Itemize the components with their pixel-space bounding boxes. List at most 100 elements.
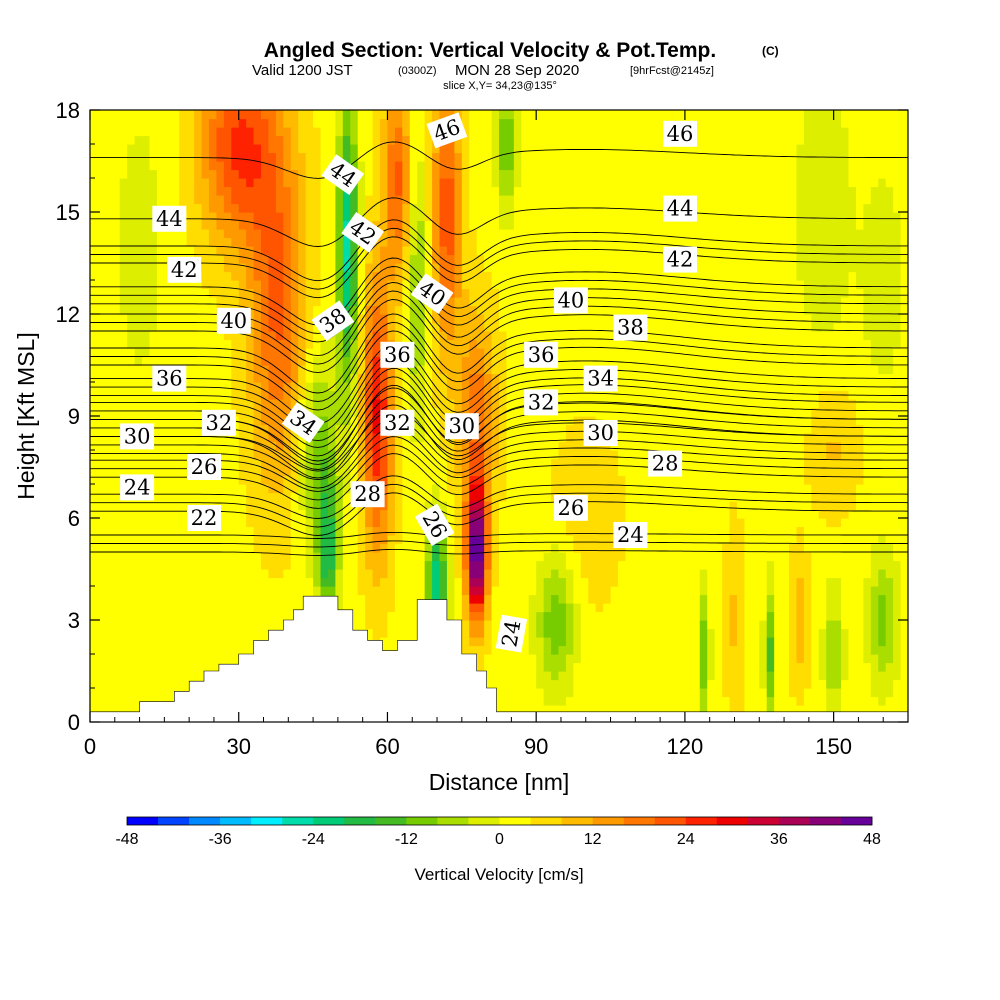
velocity-cell [327,433,336,443]
velocity-cell [186,637,195,647]
velocity-cell [216,637,225,647]
velocity-cell [870,637,879,647]
velocity-cell [632,441,641,451]
velocity-cell [97,637,106,647]
velocity-cell [885,654,894,664]
velocity-cell [513,458,522,468]
velocity-cell [729,679,738,689]
velocity-cell [119,331,128,341]
velocity-cell [350,518,359,528]
velocity-cell [677,399,686,409]
velocity-cell [722,475,731,485]
velocity-cell [826,628,835,638]
velocity-cell [164,509,173,519]
velocity-cell [662,603,671,613]
velocity-cell [194,407,203,417]
velocity-cell [543,475,552,485]
velocity-cell [216,441,225,451]
velocity-cell [610,705,619,715]
velocity-cell [759,552,768,562]
velocity-cell [194,645,203,655]
velocity-cell [246,390,255,400]
velocity-cell [521,645,530,655]
velocity-cell [446,475,455,485]
velocity-cell [885,356,894,366]
velocity-cell [818,501,827,511]
velocity-cell [342,569,351,579]
velocity-cell [841,450,850,460]
velocity-cell [543,560,552,570]
velocity-cell [119,628,128,638]
velocity-cell [156,662,165,672]
velocity-cell [558,450,567,460]
velocity-cell [194,594,203,604]
velocity-cell [365,594,374,604]
velocity-cell [335,441,344,451]
velocity-cell [670,475,679,485]
velocity-cell [617,552,627,562]
velocity-cell [736,569,745,579]
velocity-cell [900,611,908,621]
velocity-cell [208,586,218,596]
velocity-cell [528,382,537,392]
velocity-cell [565,569,574,579]
velocity-cell [603,390,612,400]
velocity-cell [610,586,619,596]
velocity-cell [848,552,857,562]
velocity-cell [789,407,798,417]
velocity-cell [461,390,470,400]
velocity-cell [290,373,299,383]
velocity-cell [692,399,701,409]
velocity-cell [461,373,470,383]
velocity-cell [194,424,203,434]
velocity-cell [662,645,671,655]
velocity-cell [469,492,478,502]
velocity-cell [119,339,128,349]
velocity-cell [684,535,693,545]
velocity-cell [893,509,902,519]
velocity-cell [164,467,173,477]
velocity-cell [491,509,500,519]
velocity-cell [878,611,887,621]
velocity-cell [885,484,894,494]
velocity-cell [365,399,374,409]
velocity-cell [729,407,738,417]
velocity-cell [454,543,463,553]
velocity-cell [722,501,731,511]
velocity-cell [855,594,864,604]
velocity-cell [826,475,835,485]
velocity-cell [313,518,322,528]
velocity-cell [736,484,745,494]
velocity-cell [714,645,723,655]
velocity-cell [640,458,649,468]
velocity-cell [677,518,686,528]
velocity-cell [536,484,545,494]
velocity-cell [335,467,344,477]
velocity-cell [171,526,180,536]
velocity-cell [461,441,470,451]
velocity-cell [603,518,612,528]
velocity-cell [803,688,812,698]
velocity-cell [893,560,902,570]
velocity-cell [402,594,411,604]
velocity-cell [216,390,225,400]
velocity-cell [833,594,842,604]
velocity-cell [127,467,136,477]
velocity-cell [826,348,835,358]
velocity-cell [796,407,805,417]
velocity-cell [848,339,857,349]
velocity-cell [670,441,679,451]
velocity-cell [97,586,106,596]
velocity-cell [194,560,203,570]
velocity-cell [603,509,612,519]
velocity-cell [506,560,515,570]
velocity-cell [528,560,537,570]
velocity-cell [238,577,247,587]
velocity-cell [751,594,760,604]
velocity-cell [275,365,284,375]
velocity-cell [558,526,567,536]
velocity-cell [216,594,225,604]
velocity-cell [290,492,299,502]
velocity-cell [387,492,396,502]
velocity-cell [342,552,351,562]
